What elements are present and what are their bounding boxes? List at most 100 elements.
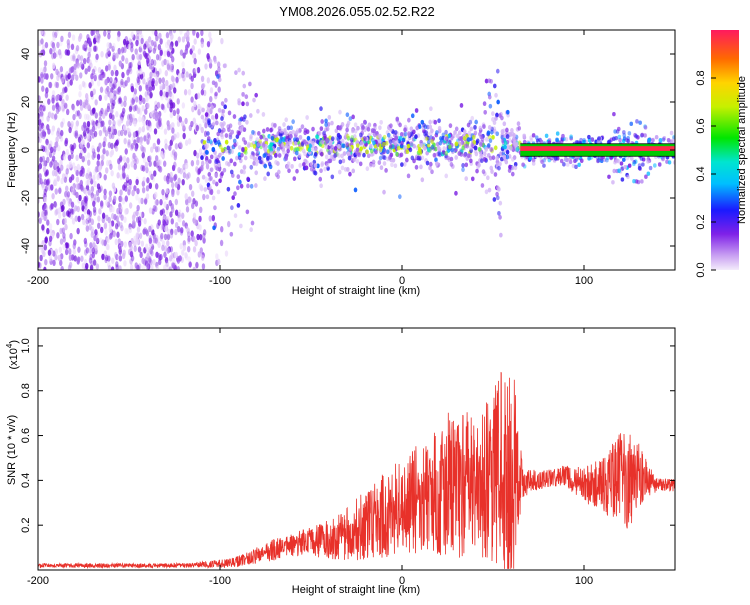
spectrogram-noise-dot: [75, 176, 80, 183]
spectrogram-noise-dot: [185, 173, 189, 180]
spectrogram-band-dot: [384, 140, 389, 146]
spectrogram-noise-dot: [164, 143, 168, 150]
spectrogram-noise-dot: [38, 76, 41, 83]
spectrogram-noise-dot: [115, 261, 119, 268]
spectrogram-noise-dot: [143, 198, 148, 205]
spectrogram-band-dot: [491, 117, 495, 122]
spectrogram-noise-dot: [142, 228, 146, 235]
spectrogram-band-dot: [277, 153, 282, 158]
spectrogram-noise-dot: [216, 61, 221, 68]
spectrogram-noise-dot: [92, 88, 97, 95]
spectrogram-noise-dot: [140, 240, 145, 247]
spectrogram-band-dot: [365, 149, 369, 155]
spectrogram-band-dot: [227, 127, 231, 133]
svg-text:(x104): (x104): [5, 340, 20, 370]
spectrogram-noise-dot: [70, 201, 75, 208]
spectrogram-noise-dot: [54, 209, 58, 216]
spectrogram-noise-dot: [48, 223, 53, 230]
spectrogram-noise-dot: [133, 158, 137, 165]
spectrogram-band-dot: [428, 165, 432, 171]
spectrogram-noise-dot: [145, 263, 150, 270]
spectrogram-band-dot: [306, 135, 311, 141]
spectrogram-noise-dot: [88, 257, 93, 264]
spectrogram-noise-dot: [217, 66, 221, 73]
spectrogram-noise-dot: [81, 80, 86, 88]
spectrogram-noise-dot: [68, 254, 73, 262]
spectrogram-band-dot: [239, 183, 244, 189]
spectrogram-band-dot: [218, 144, 223, 150]
spectrogram-band-dot: [345, 112, 350, 118]
spectrogram-band-dot: [334, 128, 339, 134]
spectrogram-noise-dot: [127, 43, 131, 51]
spectrogram-band-dot: [242, 169, 246, 175]
spectrogram-noise-dot: [196, 108, 201, 116]
spectrogram-band-dot: [648, 165, 653, 171]
spectrogram-band-dot: [378, 155, 383, 161]
spectrogram-band-dot: [290, 163, 294, 169]
spectrogram-noise-dot: [110, 220, 115, 227]
spectrogram-noise-dot: [217, 258, 221, 265]
spectrogram-noise-dot: [65, 148, 70, 156]
spectrogram-band-dot: [462, 152, 467, 158]
spectrogram-noise-dot: [146, 250, 150, 258]
spectrogram-noise-dot: [70, 66, 74, 74]
spectrogram-noise-dot: [60, 177, 64, 185]
spectrogram-noise-dot: [90, 260, 94, 267]
spectrogram-noise-dot: [154, 79, 159, 87]
spectrogram-noise-dot: [74, 47, 79, 55]
spectrogram-noise-dot: [82, 57, 87, 65]
spectrogram-noise-dot: [43, 204, 48, 211]
snr-y-tick-label: 0.8: [20, 383, 32, 398]
spectrogram-noise-dot: [209, 188, 214, 196]
spectrogram-band-dot: [490, 148, 494, 154]
spectrogram-band-dot: [672, 134, 675, 140]
spectrogram-noise-dot: [117, 243, 122, 250]
spectrogram-noise-dot: [161, 208, 165, 215]
spectrogram-noise-dot: [110, 107, 114, 115]
spectrogram-noise-dot: [129, 264, 134, 270]
spectrogram-noise-dot: [161, 77, 166, 84]
spectrogram-noise-dot: [109, 206, 113, 213]
spectrogram-noise-dot: [87, 189, 91, 196]
spectrogram-noise-dot: [39, 131, 44, 138]
spectrogram-noise-dot: [90, 226, 94, 233]
spectrogram-noise-dot: [55, 81, 60, 89]
spectrogram-noise-dot: [133, 120, 137, 127]
spectrogram-noise-dot: [38, 136, 41, 143]
spectrogram-band-dot: [492, 197, 497, 202]
spectrogram-band-dot: [340, 138, 345, 144]
spectrogram-noise-dot: [86, 209, 91, 216]
spectrogram-band-dot: [522, 139, 527, 145]
spectrogram-noise-dot: [151, 176, 156, 183]
spectrogram-band-dot: [313, 147, 318, 153]
spectrogram-band-dot: [662, 136, 667, 141]
spectrogram-noise-dot: [121, 170, 126, 177]
spectrogram-noise-dot: [42, 166, 47, 173]
spectrogram-noise-dot: [123, 46, 127, 54]
spectrogram-band-dot: [322, 130, 326, 136]
spectrogram-noise-dot: [204, 63, 208, 70]
spectrogram-noise-dot: [159, 89, 163, 97]
spectrogram-band-dot: [393, 130, 398, 135]
spectrogram-noise-dot: [150, 63, 154, 71]
spectrogram-noise-dot: [49, 140, 53, 147]
spectrogram-noise-dot: [75, 74, 79, 81]
spectrogram-noise-dot: [154, 146, 159, 153]
spectrogram-noise-dot: [139, 73, 144, 80]
spectrogram-band-dot: [400, 140, 404, 146]
spectrogram-noise-dot: [39, 254, 43, 262]
spectrogram-noise-dot: [61, 118, 66, 125]
spectrogram-band-dot: [211, 80, 216, 86]
spectrogram-noise-dot: [192, 118, 197, 125]
spectrogram-noise-dot: [163, 128, 168, 135]
spectrogram-noise-dot: [181, 36, 186, 43]
spectrogram-y-tick-label: 0: [20, 147, 32, 153]
spectrogram-band-dot: [255, 137, 260, 143]
spectrogram-noise-dot: [138, 53, 143, 61]
spectrogram-noise-dot: [60, 76, 65, 84]
spectrogram-noise-dot: [198, 183, 203, 190]
spectrogram-noise-dot: [156, 138, 161, 146]
spectrogram-noise-dot: [52, 45, 56, 53]
spectrogram-band-dot: [455, 133, 460, 139]
